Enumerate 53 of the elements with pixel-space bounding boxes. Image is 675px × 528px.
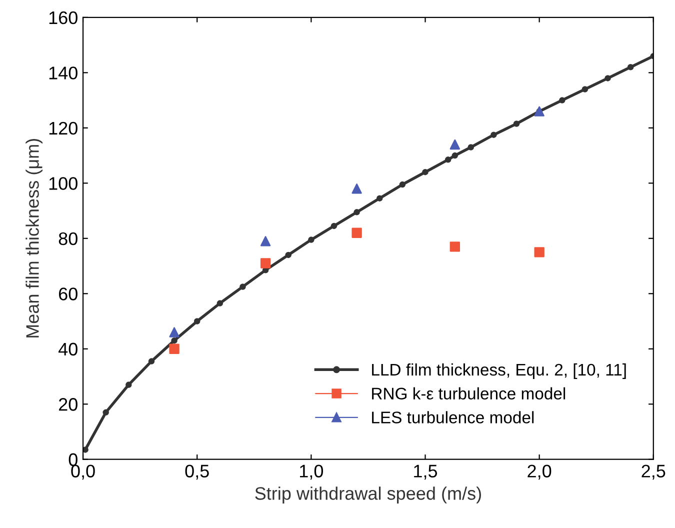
x-tick-label: 2,5 bbox=[642, 464, 666, 480]
point bbox=[169, 327, 180, 338]
legend-label: LLD film thickness, Equ. 2, [10, 11] bbox=[372, 363, 626, 379]
point bbox=[399, 181, 406, 188]
point bbox=[194, 318, 200, 324]
point bbox=[148, 358, 155, 364]
point bbox=[376, 195, 383, 202]
y-tick-label: 140 bbox=[49, 66, 78, 80]
point bbox=[534, 247, 544, 258]
x-axis-title: Strip withdrawal speed (m/s) bbox=[255, 486, 481, 504]
point bbox=[559, 97, 566, 104]
x-tick-label: 0,5 bbox=[185, 464, 209, 480]
point bbox=[330, 222, 338, 230]
point bbox=[452, 152, 458, 159]
point bbox=[468, 144, 474, 150]
y-tick-label: 60 bbox=[59, 288, 78, 300]
point bbox=[352, 184, 362, 194]
point bbox=[444, 156, 452, 163]
y-tick-label: 80 bbox=[58, 232, 78, 246]
y-axis-title: Mean film thickness (μm) bbox=[26, 138, 42, 338]
point bbox=[260, 236, 271, 246]
point bbox=[582, 86, 588, 92]
point bbox=[627, 64, 634, 70]
y-tick-label: 40 bbox=[58, 342, 78, 356]
x-tick-label: 0,0 bbox=[71, 464, 95, 480]
point bbox=[83, 446, 88, 453]
point bbox=[240, 284, 246, 290]
point bbox=[171, 337, 178, 344]
legend-label: LES turbulence model bbox=[372, 411, 534, 424]
point bbox=[422, 168, 428, 176]
point bbox=[352, 228, 362, 238]
x-tick-label: 1,5 bbox=[414, 464, 438, 480]
x-tick-label: 2,0 bbox=[528, 464, 552, 480]
point bbox=[169, 344, 180, 354]
point bbox=[102, 409, 109, 416]
point bbox=[216, 300, 224, 306]
point bbox=[354, 209, 360, 216]
x-tick-label: 1,0 bbox=[300, 464, 324, 480]
point bbox=[260, 258, 271, 268]
y-tick-label: 100 bbox=[49, 177, 78, 190]
point bbox=[604, 75, 611, 82]
point bbox=[490, 132, 497, 138]
point bbox=[285, 252, 292, 258]
point bbox=[513, 120, 520, 127]
legend-label: RNG k-ε turbulence model bbox=[372, 387, 566, 400]
point bbox=[450, 139, 460, 150]
y-tick-label: 120 bbox=[49, 122, 78, 135]
y-tick-label: 20 bbox=[58, 398, 78, 411]
point bbox=[126, 382, 132, 388]
point bbox=[308, 236, 314, 243]
y-tick-label: 0 bbox=[68, 453, 78, 466]
y-tick-label: 160 bbox=[49, 11, 78, 24]
point bbox=[450, 242, 460, 252]
